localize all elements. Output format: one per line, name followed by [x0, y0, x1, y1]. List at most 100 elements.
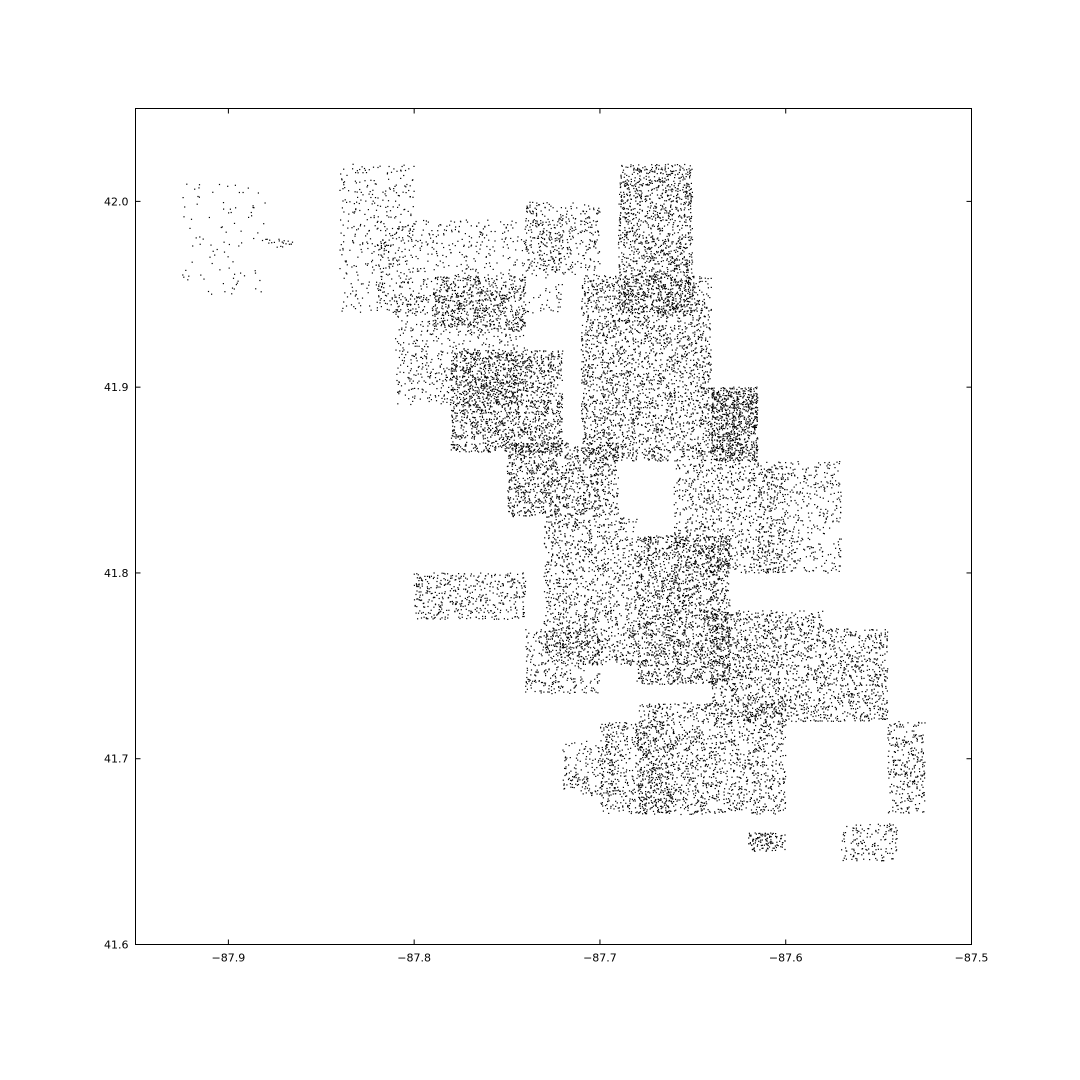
- data-point: [720, 405, 722, 407]
- data-point: [677, 368, 679, 370]
- data-point: [628, 315, 630, 317]
- data-point: [608, 296, 610, 298]
- data-point: [602, 346, 604, 348]
- data-point: [719, 446, 721, 448]
- data-point: [710, 369, 712, 371]
- data-point: [670, 418, 672, 420]
- data-point: [641, 424, 643, 426]
- data-point: [682, 246, 685, 248]
- data-point: [605, 321, 607, 323]
- data-point: [668, 433, 671, 435]
- data-point: [675, 300, 677, 302]
- data-point: [684, 213, 686, 216]
- data-point: [624, 229, 626, 231]
- data-point: [660, 282, 662, 284]
- data-point: [625, 338, 627, 340]
- data-point: [630, 371, 632, 373]
- data-point: [630, 331, 632, 333]
- data-point: [722, 425, 724, 427]
- data-point: [689, 338, 691, 340]
- data-point: [712, 389, 714, 391]
- data-point: [693, 284, 695, 286]
- data-point: [671, 215, 673, 217]
- data-point: [692, 295, 694, 297]
- data-point: [612, 361, 614, 363]
- data-point: [623, 206, 625, 209]
- data-point: [635, 341, 637, 343]
- data-point: [690, 373, 692, 375]
- data-point: [585, 346, 587, 348]
- data-point: [637, 359, 639, 361]
- data-point: [738, 456, 741, 458]
- data-point: [654, 171, 656, 173]
- data-point: [674, 325, 676, 327]
- data-point: [658, 278, 660, 280]
- data-point: [668, 292, 670, 294]
- data-point: [677, 434, 679, 436]
- data-point: [609, 370, 611, 372]
- data-point: [699, 364, 701, 366]
- data-point: [667, 175, 669, 177]
- data-point: [588, 405, 591, 407]
- data-point: [722, 437, 724, 440]
- data-point: [597, 345, 599, 347]
- data-point: [622, 169, 625, 171]
- data-point: [596, 308, 598, 310]
- data-point: [666, 235, 668, 237]
- data-point: [683, 191, 685, 193]
- data-point: [677, 225, 679, 227]
- data-point: [630, 440, 632, 443]
- data-point: [602, 289, 604, 291]
- data-point: [682, 186, 684, 188]
- point-cluster: [450, 349, 564, 453]
- data-point: [620, 241, 622, 243]
- data-point: [587, 334, 590, 336]
- data-point: [490, 412, 492, 414]
- data-point: [683, 264, 685, 266]
- data-point: [686, 357, 688, 360]
- data-point: [664, 288, 666, 290]
- data-point: [684, 294, 686, 297]
- data-point: [663, 305, 665, 307]
- data-point: [625, 298, 628, 300]
- data-point: [493, 430, 496, 433]
- data-point: [725, 453, 727, 455]
- data-point: [630, 241, 632, 243]
- data-point: [671, 423, 673, 425]
- data-point: [688, 203, 690, 205]
- data-point: [676, 225, 679, 227]
- data-point: [751, 444, 753, 446]
- data-point: [729, 434, 731, 436]
- data-point: [665, 275, 667, 277]
- data-point: [657, 313, 659, 315]
- data-point: [630, 181, 632, 183]
- data-point: [616, 406, 618, 408]
- data-point: [689, 170, 691, 172]
- data-point: [637, 282, 639, 284]
- data-point: [624, 300, 626, 302]
- data-point: [757, 400, 759, 402]
- data-point: [610, 308, 612, 310]
- data-point: [756, 459, 758, 461]
- data-point: [679, 284, 681, 286]
- data-point: [720, 415, 722, 417]
- data-point: [753, 459, 755, 461]
- data-point: [613, 321, 615, 323]
- data-point: [718, 426, 720, 428]
- data-point: [666, 365, 668, 367]
- data-point: [656, 320, 658, 322]
- data-point: [678, 196, 680, 198]
- data-point: [624, 337, 626, 339]
- data-point: [735, 412, 737, 414]
- data-point: [691, 296, 693, 298]
- data-point: [649, 217, 651, 219]
- data-point: [726, 443, 728, 445]
- data-point: [636, 222, 638, 224]
- data-point: [679, 245, 681, 247]
- data-point: [606, 286, 608, 288]
- data-point: [742, 430, 744, 432]
- data-point: [687, 268, 689, 270]
- data-point: [654, 355, 656, 357]
- data-point: [740, 447, 742, 449]
- data-point: [736, 413, 738, 415]
